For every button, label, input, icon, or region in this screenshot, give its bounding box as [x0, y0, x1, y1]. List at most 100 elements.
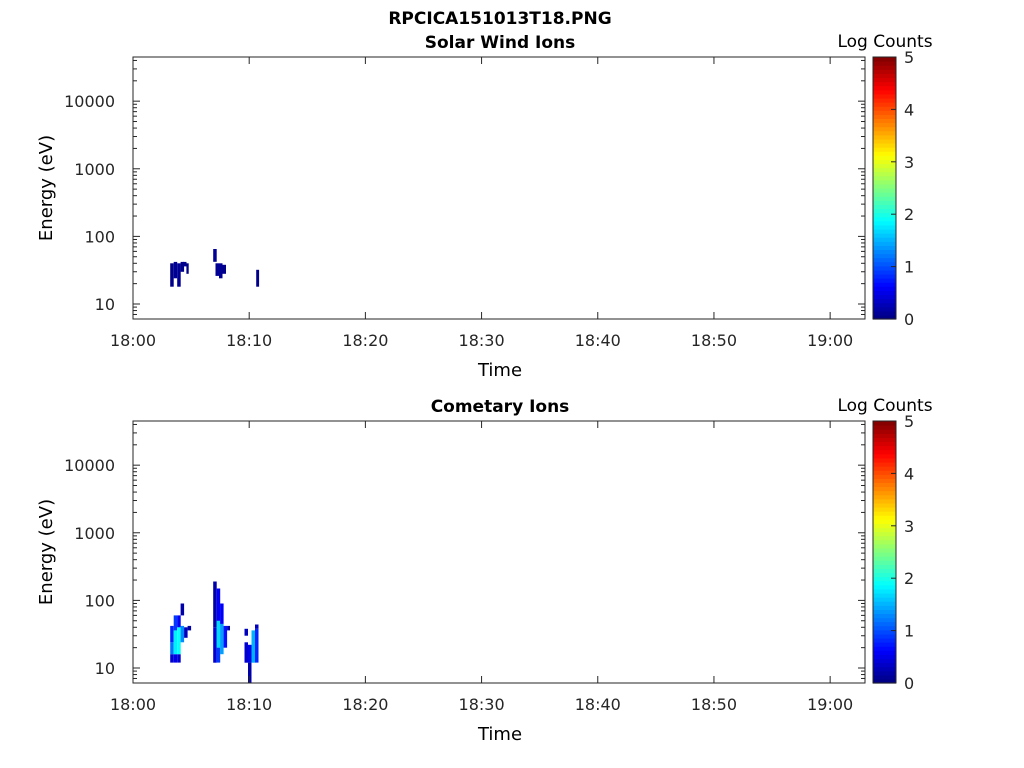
heatmap-cell — [220, 603, 224, 624]
y-tick-label: 1000 — [74, 524, 115, 543]
heatmap-cell — [170, 642, 174, 655]
panel-title: Cometary Ions — [431, 397, 570, 417]
colorbar-frame — [872, 56, 897, 320]
colorbar-tick-label: 2 — [904, 205, 914, 224]
colorbar-segment — [873, 175, 896, 181]
panel-cometary: Cometary Ions 18:00 18:10 18:20 18:30 18:40 1… — [36, 396, 933, 745]
colorbar-segment — [873, 81, 896, 87]
colorbar-segment — [873, 564, 896, 569]
colorbar-segment — [873, 97, 896, 103]
colorbar-segment — [873, 576, 896, 582]
colorbar-segment — [873, 102, 896, 107]
x-axis-label: Time — [477, 360, 522, 381]
colorbar-frame — [872, 420, 897, 684]
colorbar-segment — [873, 445, 896, 451]
colorbar-segment — [873, 253, 896, 259]
colorbar: 0 1 2 3 4 5 — [872, 412, 914, 693]
colorbar-segment — [873, 93, 896, 99]
y-tick-label: 1000 — [74, 160, 115, 179]
x-tick-label: 18:10 — [226, 695, 272, 714]
heatmap-cells — [170, 581, 259, 683]
colorbar-segment — [873, 286, 896, 291]
colorbar-segment — [873, 425, 896, 430]
colorbar-segment — [873, 134, 896, 140]
colorbar-segment — [873, 556, 896, 561]
x-tick-label: 18:00 — [110, 331, 156, 350]
heatmap-cell — [180, 625, 185, 643]
colorbar-segment — [873, 282, 896, 287]
heatmap-cell — [180, 603, 185, 616]
colorbar-segment — [873, 453, 896, 459]
heatmap-cell — [256, 269, 260, 287]
colorbar-segment — [873, 613, 896, 619]
colorbar-tick-label: 1 — [904, 622, 914, 641]
colorbar-segment — [873, 126, 896, 132]
heatmap-cell — [222, 264, 226, 274]
colorbar-segment — [873, 470, 896, 475]
colorbar-segment — [873, 449, 896, 455]
colorbar-segment — [873, 592, 896, 598]
colorbar-segment — [873, 523, 896, 529]
colorbar-segment — [873, 73, 896, 79]
colorbar-segment — [873, 89, 896, 95]
colorbar-segment — [873, 298, 896, 304]
colorbar-segment — [873, 539, 896, 545]
colorbar-tick-label: 1 — [904, 258, 914, 277]
heatmap-cell — [177, 615, 181, 628]
colorbar-segment — [873, 228, 896, 234]
heatmap-cell — [183, 261, 187, 267]
heatmap-cell — [223, 625, 228, 648]
heatmap-cell — [213, 581, 217, 628]
colorbar-segment — [873, 637, 896, 643]
colorbar-segment — [873, 261, 896, 267]
colorbar-segment — [873, 196, 896, 201]
colorbar-segment — [873, 597, 896, 602]
colorbar-segment — [873, 302, 896, 308]
colorbar-segment — [873, 421, 896, 426]
colorbar-segment — [873, 245, 896, 250]
colorbar-segment — [873, 130, 896, 136]
colorbar-segment — [873, 294, 896, 300]
colorbar-segment — [873, 572, 896, 578]
colorbar-segment — [873, 609, 896, 614]
colorbar-segment — [873, 224, 896, 230]
colorbar-segment — [873, 646, 896, 651]
colorbar-segment — [873, 642, 896, 647]
colorbar-segment — [873, 654, 896, 660]
heatmap-cell — [180, 261, 185, 272]
colorbar-segment — [873, 502, 896, 508]
colorbar-segment — [873, 85, 896, 91]
colorbar-segment — [873, 163, 896, 169]
colorbar-segment — [873, 662, 896, 668]
y-axis-label: Energy (eV) — [36, 499, 57, 605]
colorbar-segment — [873, 171, 896, 177]
heatmap-cell — [220, 623, 224, 655]
colorbar-segment — [873, 159, 896, 165]
x-tick-label: 18:30 — [459, 695, 505, 714]
colorbar-segment — [873, 65, 896, 70]
colorbar-segment — [873, 519, 896, 524]
heatmap-cell — [213, 627, 217, 663]
colorbar-segment — [873, 192, 896, 197]
heatmap-cell — [248, 662, 252, 683]
x-tick-label: 18:50 — [691, 695, 737, 714]
colorbar-segment — [873, 233, 896, 238]
heatmap-cell — [173, 615, 178, 631]
heatmap-cell — [187, 625, 192, 631]
colorbar-segment — [873, 547, 896, 553]
colorbar-segment — [873, 531, 896, 537]
axes: 18:00 18:10 18:20 18:30 18:40 18:50 19:00 10 100… — [64, 57, 865, 350]
colorbar-tick-label: 4 — [904, 464, 914, 483]
colorbar-segment — [873, 290, 896, 296]
colorbar-segment — [873, 265, 896, 271]
colorbar-segment — [873, 441, 896, 447]
colorbar-segment — [873, 666, 896, 672]
heatmap-cell — [251, 630, 255, 663]
colorbar-segment — [873, 678, 896, 684]
colorbar-segment — [873, 482, 896, 488]
colorbar-segment — [873, 200, 896, 205]
x-tick-label: 18:30 — [459, 331, 505, 350]
axes: 18:00 18:10 18:20 18:30 18:40 18:50 19:00 10 100… — [64, 421, 865, 714]
panel-solar-wind: Solar Wind Ions 18:00 18:10 18:20 18:30 18:4… — [36, 32, 933, 381]
colorbar-segment — [873, 490, 896, 496]
